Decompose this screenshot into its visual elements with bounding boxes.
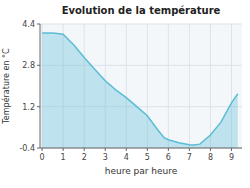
plot-background <box>40 24 242 148</box>
chart-container: 0 1 2 3 4 5 6 7 8 9 -0.4 1.2 2.8 4.4 Evolution de la t… <box>0 0 250 188</box>
x-axis-line <box>40 148 242 149</box>
x-tick <box>210 148 211 151</box>
y-tick <box>37 24 40 25</box>
y-tick <box>37 148 40 149</box>
x-tick-label: 7 <box>187 153 192 162</box>
grid-line-x <box>168 24 169 148</box>
title: Evolution de la température <box>62 5 221 16</box>
plot-area <box>42 33 238 148</box>
x-tick-label: 9 <box>229 153 234 162</box>
grid-line-y <box>40 148 242 149</box>
x-tick <box>168 148 169 151</box>
y-axis-label: Température en °C <box>1 48 11 125</box>
x-tick <box>105 148 106 151</box>
line <box>42 33 238 145</box>
y-tick-label: 1.2 <box>22 103 35 112</box>
x-tick-label: 8 <box>208 153 213 162</box>
grid-line-x <box>210 24 211 148</box>
chart-svg: 0 1 2 3 4 5 6 7 8 9 -0.4 1.2 2.8 4.4 Evolution de la t… <box>0 0 250 188</box>
x-tick <box>42 148 43 151</box>
y-tick-label: 4.4 <box>22 20 35 29</box>
x-tick-label: 6 <box>166 153 171 162</box>
grid-line-y <box>40 24 242 25</box>
x-tick <box>63 148 64 151</box>
x-axis-label: heure par heure <box>105 166 178 176</box>
x-tick-label: 0 <box>40 153 45 162</box>
y-tick-label: -0.4 <box>19 144 35 153</box>
x-tick-label: 1 <box>61 153 66 162</box>
x-tick-label: 4 <box>124 153 129 162</box>
x-tick <box>231 148 232 151</box>
y-tick <box>37 65 40 66</box>
x-tick-label: 5 <box>145 153 150 162</box>
y-tick <box>37 106 40 107</box>
x-tick-label: 3 <box>103 153 108 162</box>
grid-line-x <box>189 24 190 148</box>
x-tick <box>84 148 85 151</box>
y-tick-label: 2.8 <box>22 61 35 70</box>
x-tick <box>147 148 148 151</box>
x-tick <box>189 148 190 151</box>
x-tick-label: 2 <box>82 153 87 162</box>
y-axis-line <box>40 24 41 148</box>
area-fill <box>42 33 238 148</box>
x-tick <box>126 148 127 151</box>
